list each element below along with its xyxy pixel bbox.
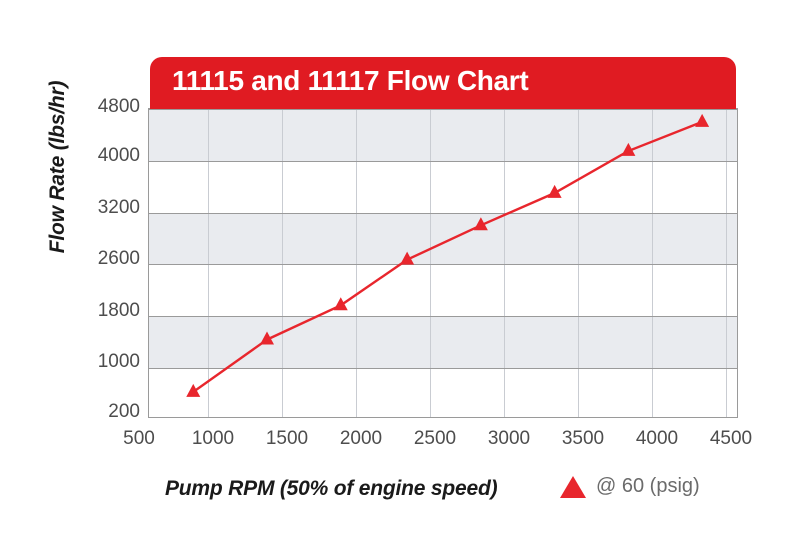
grid-band (149, 161, 737, 213)
data-series-60psig (186, 113, 710, 397)
vertical-gridline (356, 109, 357, 417)
vertical-gridline (726, 109, 727, 417)
vertical-gridline (208, 109, 209, 417)
data-point-marker (260, 331, 274, 345)
vertical-gridline (652, 109, 653, 417)
grid-band (149, 316, 737, 368)
grid-band (149, 213, 737, 264)
horizontal-gridline (149, 213, 737, 214)
data-point-marker (695, 113, 710, 127)
horizontal-gridline (149, 161, 737, 162)
data-point-marker (621, 142, 636, 156)
y-tick-label: 2600 (97, 248, 140, 269)
x-tick-label: 3500 (561, 428, 605, 449)
triangle-marker-icon (560, 475, 586, 498)
horizontal-gridline (149, 316, 737, 317)
grid-band (149, 264, 737, 316)
x-tick-label: 3000 (487, 428, 531, 449)
plot-area (148, 108, 738, 418)
data-point-marker (333, 297, 348, 311)
data-point-marker (547, 184, 562, 198)
horizontal-gridline (149, 264, 737, 265)
data-point-marker (186, 383, 201, 397)
x-tick-label: 2500 (413, 428, 457, 449)
y-tick-label: 4000 (97, 145, 140, 166)
horizontal-gridline (149, 368, 737, 369)
horizontal-gridline (149, 109, 737, 110)
x-axis-title: Pump RPM (50% of engine speed) (165, 477, 498, 500)
x-tick-label: 2000 (339, 428, 383, 449)
y-tick-label: 3200 (97, 197, 140, 218)
data-point-marker (400, 251, 415, 265)
legend-label: @ 60 (psig) (596, 475, 700, 497)
x-tick-label: 500 (123, 428, 155, 449)
series-markers (186, 113, 710, 397)
vertical-gridline (504, 109, 505, 417)
y-tick-label: 200 (108, 401, 140, 422)
data-point-marker (473, 217, 488, 231)
y-axis-tick-labels: 4800 4000 3200 2600 1800 1000 200 (40, 0, 140, 422)
series-line (192, 120, 703, 393)
chart-title: 11115 and 11117 Flow Chart (172, 65, 529, 96)
chart-legend: @ 60 (psig) (560, 475, 700, 498)
x-tick-label: 1000 (191, 428, 235, 449)
y-tick-label: 4800 (97, 96, 140, 117)
chart-title-banner: 11115 and 11117 Flow Chart (150, 57, 736, 109)
y-tick-label: 1800 (97, 300, 140, 321)
y-tick-label: 1000 (97, 351, 140, 372)
vertical-gridline (578, 109, 579, 417)
grid-band (149, 368, 737, 417)
vertical-gridline (430, 109, 431, 417)
vertical-gridline (282, 109, 283, 417)
grid-band (149, 109, 737, 161)
x-tick-label: 1500 (265, 428, 309, 449)
x-tick-label: 4000 (635, 428, 679, 449)
x-tick-label: 4500 (709, 428, 753, 449)
